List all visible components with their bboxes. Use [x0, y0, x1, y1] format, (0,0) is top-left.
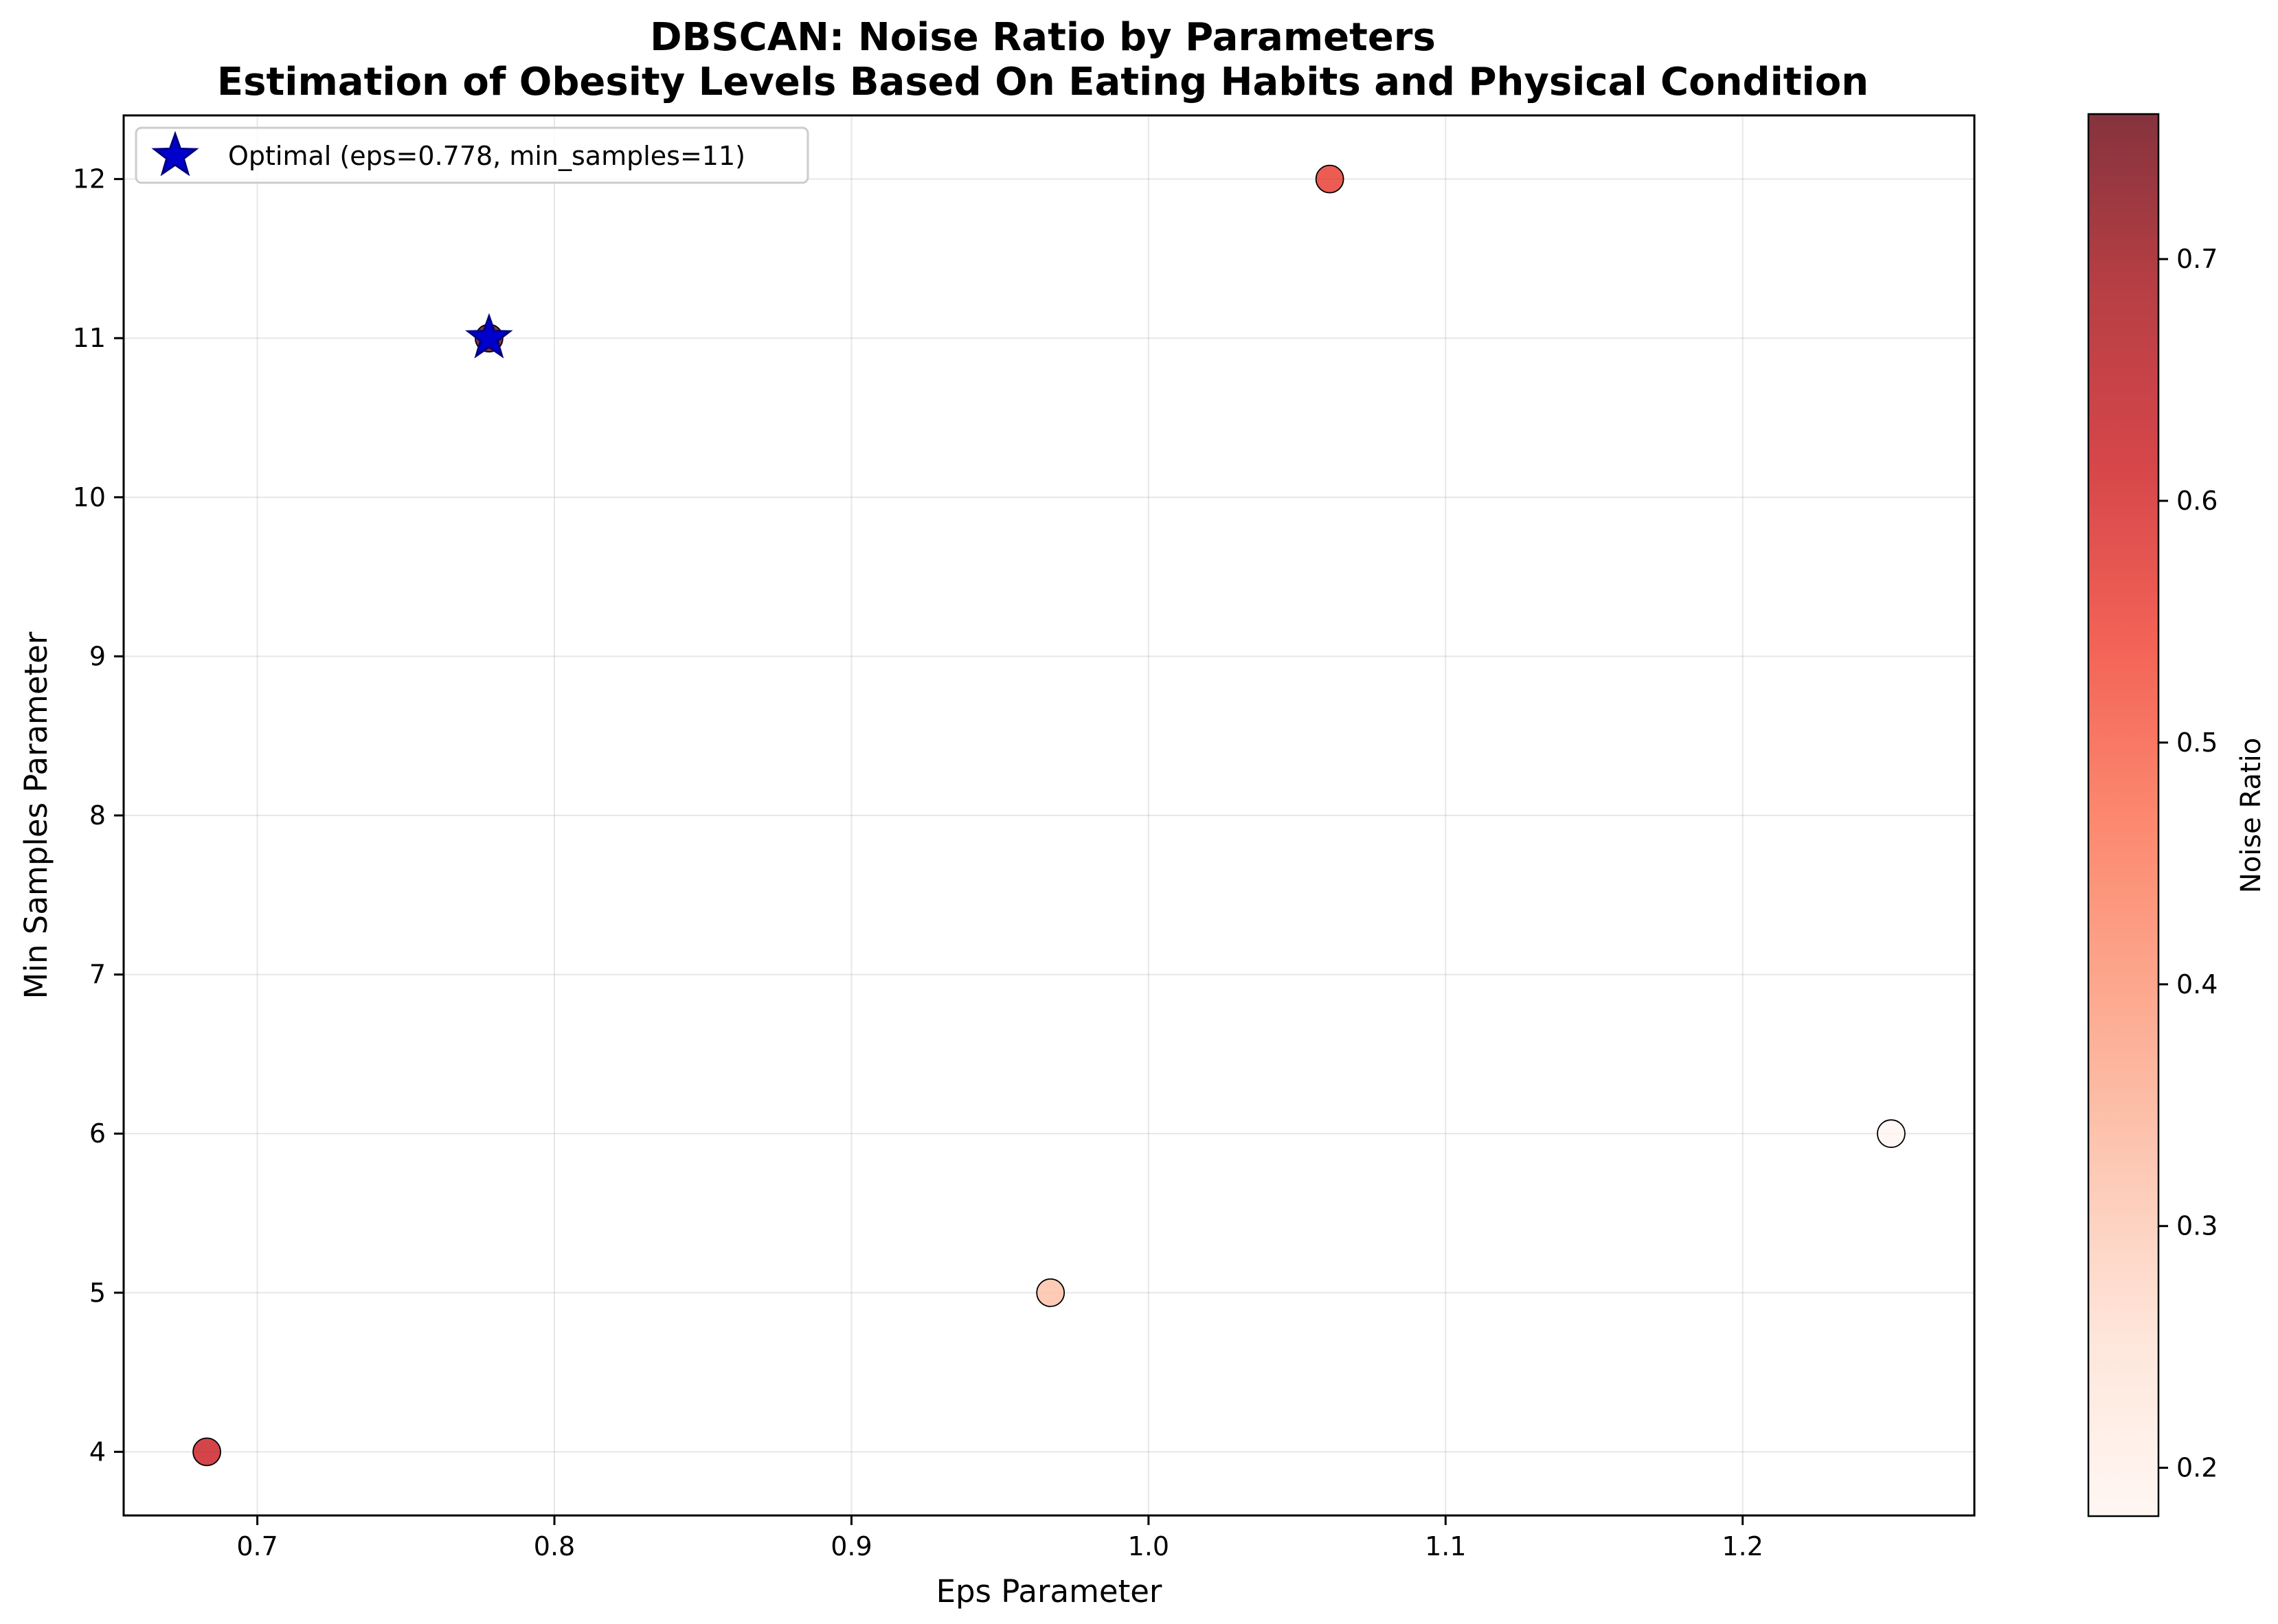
- y-tick-label: 5: [89, 1278, 106, 1308]
- grid: [124, 115, 1974, 1515]
- x-axis-label: Eps Parameter: [936, 1573, 1162, 1610]
- colorbar-tick-label: 0.3: [2176, 1211, 2218, 1241]
- colorbar-tick-label: 0.6: [2176, 486, 2218, 516]
- colorbar-tick-label: 0.2: [2176, 1453, 2218, 1483]
- y-tick-label: 6: [89, 1118, 106, 1149]
- scatter-point: [1877, 1119, 1906, 1149]
- x-tick-label: 1.2: [1722, 1531, 1763, 1561]
- x-tick-label: 1.1: [1425, 1531, 1466, 1561]
- colorbar: 0.2 0.3 0.4 0.5 0.6 0.7 Noise Ratio: [2087, 113, 2267, 1518]
- y-tick-label: 4: [89, 1436, 106, 1467]
- colorbar-tick-label: 0.5: [2176, 728, 2218, 758]
- chart-subtitle: Estimation of Obesity Levels Based On Ea…: [217, 60, 1869, 104]
- optimal-star-marker: [465, 313, 513, 359]
- y-axis-label: Min Samples Parameter: [18, 631, 54, 999]
- x-tick-label: 0.9: [831, 1531, 872, 1561]
- y-tick-label: 10: [73, 482, 106, 512]
- chart-title: DBSCAN: Noise Ratio by Parameters: [650, 15, 1436, 60]
- colorbar-tick-label: 0.7: [2176, 244, 2218, 274]
- plot-frame: [122, 114, 1976, 1517]
- colorbar-gradient: [2088, 114, 2158, 1516]
- scatter-point: [192, 1437, 221, 1467]
- x-tick-label: 1.0: [1128, 1531, 1169, 1561]
- legend-star-icon: [151, 131, 199, 177]
- legend: Optimal (eps=0.778, min_samples=11): [135, 126, 809, 184]
- legend-label: Optimal (eps=0.778, min_samples=11): [228, 141, 745, 171]
- colorbar-ticks: 0.2 0.3 0.4 0.5 0.6 0.7: [2158, 244, 2218, 1483]
- colorbar-tick-label: 0.4: [2176, 969, 2218, 1000]
- y-axis-ticks: 4 5 6 7 8 9 10 11 12: [73, 164, 124, 1467]
- legend-box: [135, 126, 809, 184]
- scatter-points: [192, 164, 1906, 1467]
- y-tick-label: 9: [89, 641, 106, 671]
- y-tick-label: 11: [73, 323, 106, 353]
- x-tick-label: 0.7: [236, 1531, 278, 1561]
- y-tick-label: 12: [73, 164, 106, 194]
- colorbar-label: Noise Ratio: [2235, 738, 2267, 893]
- y-tick-label: 7: [89, 960, 106, 990]
- colorbar-frame: [2087, 113, 2160, 1518]
- x-axis-ticks: 0.7 0.8 0.9 1.0 1.1 1.2: [236, 1515, 1763, 1561]
- scatter-point: [1036, 1278, 1065, 1307]
- y-tick-label: 8: [89, 800, 106, 831]
- x-tick-label: 0.8: [534, 1531, 575, 1561]
- scatter-point: [1315, 164, 1344, 194]
